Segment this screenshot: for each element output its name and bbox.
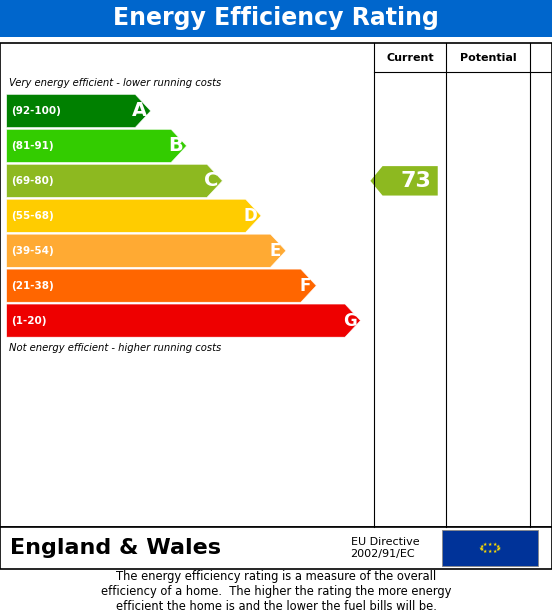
Text: G: G — [343, 311, 357, 330]
Text: 73: 73 — [400, 171, 431, 191]
Text: Not energy efficient - higher running costs: Not energy efficient - higher running co… — [9, 343, 222, 353]
Text: ★: ★ — [496, 547, 500, 552]
Text: E: E — [269, 242, 281, 260]
Text: C: C — [204, 172, 219, 190]
Text: B: B — [168, 137, 183, 155]
Bar — [0, 0, 552, 37]
Text: D: D — [243, 207, 257, 225]
Text: ★: ★ — [488, 549, 492, 554]
Polygon shape — [7, 129, 187, 162]
Polygon shape — [7, 164, 222, 197]
Text: EU Directive
2002/91/EC: EU Directive 2002/91/EC — [351, 537, 419, 559]
Text: ★: ★ — [492, 549, 497, 554]
Text: ★: ★ — [492, 543, 497, 547]
Text: ★: ★ — [483, 543, 487, 547]
Text: ★: ★ — [479, 546, 483, 550]
Text: Current: Current — [386, 53, 434, 63]
Text: (1-20): (1-20) — [11, 316, 46, 326]
Polygon shape — [7, 269, 316, 302]
Text: England & Wales: England & Wales — [10, 538, 221, 558]
Text: (92-100): (92-100) — [11, 106, 61, 116]
Polygon shape — [7, 94, 151, 128]
Polygon shape — [7, 234, 286, 267]
Text: ★: ★ — [480, 544, 484, 549]
Text: ★: ★ — [480, 547, 484, 552]
Text: ★: ★ — [488, 542, 492, 547]
Polygon shape — [7, 199, 261, 232]
Text: ★: ★ — [496, 544, 500, 549]
Text: F: F — [300, 276, 311, 295]
Text: The energy efficiency rating is a measure of the overall
efficiency of a home.  : The energy efficiency rating is a measur… — [101, 570, 451, 613]
Text: Energy Efficiency Rating: Energy Efficiency Rating — [113, 6, 439, 31]
Bar — [442, 530, 538, 566]
Text: A: A — [132, 102, 147, 120]
Text: ★: ★ — [497, 546, 501, 550]
Text: ★: ★ — [483, 549, 487, 554]
Text: (21-38): (21-38) — [11, 281, 54, 291]
Text: Very energy efficient - lower running costs: Very energy efficient - lower running co… — [9, 78, 222, 88]
Text: (39-54): (39-54) — [11, 246, 54, 256]
Text: Potential: Potential — [460, 53, 516, 63]
Polygon shape — [370, 166, 438, 196]
Text: (69-80): (69-80) — [11, 176, 54, 186]
Bar — [0, 43, 552, 527]
Text: (55-68): (55-68) — [11, 211, 54, 221]
Polygon shape — [7, 304, 360, 337]
Bar — [0, 527, 552, 569]
Text: (81-91): (81-91) — [11, 141, 54, 151]
